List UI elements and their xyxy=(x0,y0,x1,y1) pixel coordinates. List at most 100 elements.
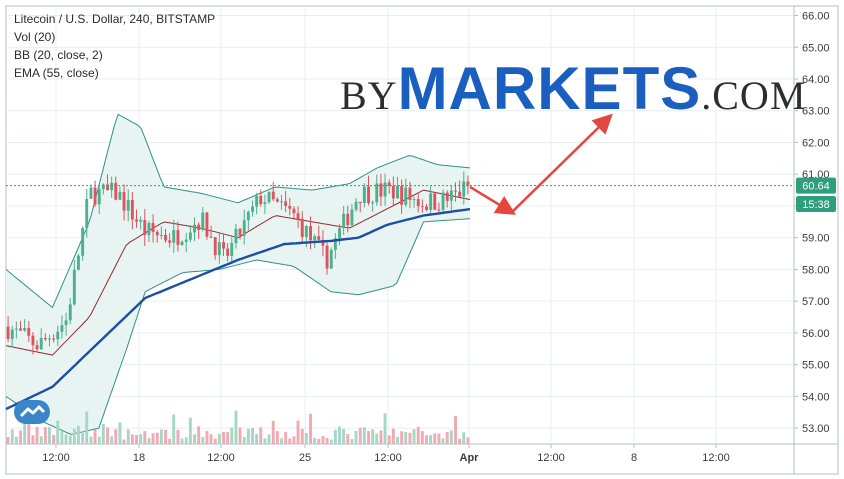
tradingview-icon[interactable] xyxy=(14,400,50,424)
legend-ema[interactable]: EMA (55, close) xyxy=(14,66,99,80)
x-tick-label: 12:00 xyxy=(702,452,730,464)
volume-bar xyxy=(72,428,76,444)
volume-bar xyxy=(213,438,217,444)
candle-body xyxy=(420,206,424,208)
candle-body xyxy=(164,234,167,241)
candle-body xyxy=(23,328,27,331)
volume-bar xyxy=(176,429,180,444)
candle-body xyxy=(139,219,143,222)
volume-bar xyxy=(466,437,470,444)
volume-bar xyxy=(172,414,176,444)
volume-bar xyxy=(317,438,321,444)
volume-bar xyxy=(226,432,230,444)
y-tick-label: 65.00 xyxy=(802,42,830,54)
candle-body xyxy=(43,338,47,340)
candle-body xyxy=(106,184,109,191)
volume-bar xyxy=(280,438,283,444)
volume-bar xyxy=(346,434,350,444)
candle-body xyxy=(333,238,337,250)
volume-bar xyxy=(408,432,412,444)
candle-body xyxy=(329,250,333,269)
volume-bar xyxy=(209,434,213,444)
candle-body xyxy=(14,328,18,330)
volume-bar xyxy=(168,438,172,444)
volume-bar xyxy=(31,435,35,444)
candle-body xyxy=(358,201,362,204)
candle-body xyxy=(110,182,114,191)
volume-bar xyxy=(429,435,433,444)
candle-body xyxy=(255,195,259,207)
candle-body xyxy=(445,192,449,201)
candle-body xyxy=(151,222,155,232)
volume-bar xyxy=(110,436,114,444)
candle-body xyxy=(226,248,230,256)
volume-bar xyxy=(23,416,27,444)
bar-countdown: 15:38 xyxy=(802,199,830,211)
candle-body xyxy=(321,239,325,246)
candle-body xyxy=(412,199,416,201)
x-tick-label: 12:00 xyxy=(207,452,235,464)
candle-body xyxy=(408,187,412,200)
volume-bar xyxy=(89,436,93,444)
time-axis[interactable]: 12:00 18 12:00 25 12:00 Apr 12:00 8 12:00 xyxy=(42,444,730,464)
volume-bar xyxy=(246,428,250,444)
candle-body xyxy=(143,219,147,235)
candle-body xyxy=(27,328,31,336)
candle-body xyxy=(135,219,138,222)
candle-body xyxy=(280,201,283,203)
candle-body xyxy=(462,181,466,197)
volume-bar xyxy=(130,434,134,444)
forecast-arrow-1 xyxy=(469,185,517,215)
candle-body xyxy=(300,218,304,238)
candle-body xyxy=(188,232,192,240)
candle-body xyxy=(309,226,312,241)
candle-body xyxy=(52,338,56,340)
candle-body xyxy=(184,239,188,242)
candle-body xyxy=(346,213,350,226)
volume-bar xyxy=(271,421,275,444)
candle-body xyxy=(10,329,14,339)
candle-body xyxy=(391,186,395,199)
candle-body xyxy=(48,338,51,340)
volume-bar xyxy=(242,437,246,444)
candle-body xyxy=(275,199,279,202)
candle-body xyxy=(441,192,445,210)
volume-bar xyxy=(222,432,225,444)
volume-bar xyxy=(122,439,126,444)
candle-body xyxy=(454,190,457,192)
logo-by: BY xyxy=(340,73,398,118)
candle-body xyxy=(271,191,275,200)
y-tick-label: 63.00 xyxy=(802,106,830,118)
volume-bar xyxy=(114,429,118,444)
candle-body xyxy=(371,202,375,204)
candle-body xyxy=(81,228,85,256)
y-tick-label: 57.00 xyxy=(802,296,830,308)
candle-body xyxy=(230,243,234,256)
legend-volume[interactable]: Vol (20) xyxy=(14,30,56,44)
bb-fill xyxy=(6,114,470,435)
volume-bar xyxy=(309,413,312,444)
last-price-value: 60.64 xyxy=(802,181,830,193)
volume-bar xyxy=(437,433,441,444)
volume-bar xyxy=(433,433,437,444)
logo-markets: MARKETS xyxy=(397,55,702,122)
price-axis[interactable]: 53.0054.0055.0056.0057.0058.0059.0060.00… xyxy=(794,11,830,436)
volume-bar xyxy=(60,431,64,444)
candle-body xyxy=(354,201,358,210)
volume-bar xyxy=(230,427,234,444)
candle-body xyxy=(379,183,383,197)
volume-bar xyxy=(458,438,462,444)
candle-body xyxy=(176,230,180,245)
volume-bar xyxy=(81,431,85,444)
volume-bar xyxy=(68,435,72,444)
volume-bar xyxy=(329,439,333,444)
candle-body xyxy=(168,240,172,243)
x-tick-label: 18 xyxy=(133,452,145,464)
volume-bar xyxy=(259,427,263,444)
x-tick-label: Apr xyxy=(460,452,480,464)
bb-basis xyxy=(5,189,471,356)
volume-bar xyxy=(48,427,51,444)
legend-bollinger[interactable]: BB (20, close, 2) xyxy=(14,48,103,62)
chart-title: Litecoin / U.S. Dollar, 240, BITSTAMP xyxy=(14,12,216,26)
